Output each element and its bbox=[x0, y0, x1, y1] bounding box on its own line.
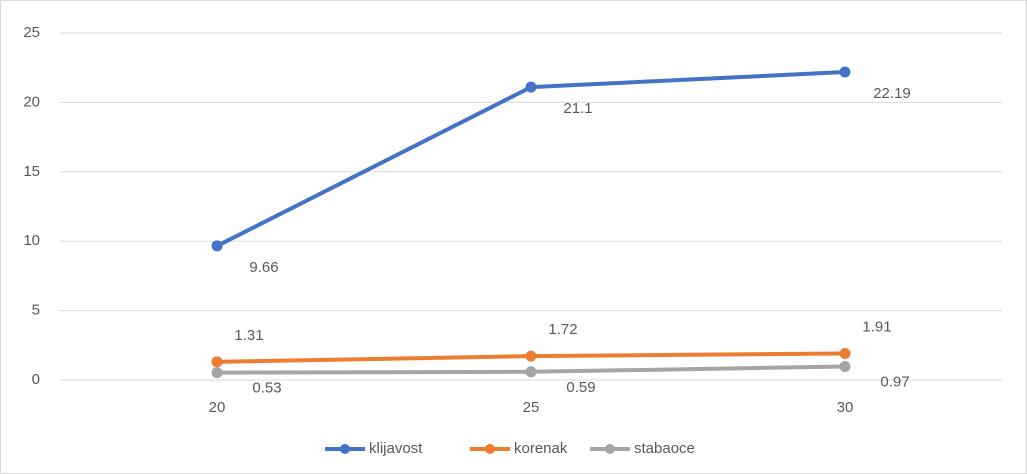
data-point bbox=[839, 347, 851, 359]
data-point bbox=[525, 350, 537, 362]
data-point bbox=[211, 367, 223, 379]
data-point bbox=[839, 66, 851, 78]
x-tick-label: 25 bbox=[523, 399, 540, 416]
data-label: 1.31 bbox=[234, 327, 263, 344]
legend-marker bbox=[485, 444, 495, 454]
legend-label: stabaoce bbox=[634, 440, 695, 457]
legend-marker bbox=[340, 444, 350, 454]
data-label: 22.19 bbox=[873, 85, 911, 102]
data-label: 1.91 bbox=[862, 318, 891, 335]
data-point bbox=[211, 240, 223, 252]
legend-label: korenak bbox=[514, 440, 568, 457]
y-tick-label: 20 bbox=[23, 93, 40, 110]
y-tick-label: 0 bbox=[32, 371, 40, 388]
data-point bbox=[839, 361, 851, 373]
legend-label: klijavost bbox=[369, 440, 423, 457]
data-point bbox=[525, 81, 537, 93]
data-point bbox=[211, 356, 223, 368]
legend-marker bbox=[605, 444, 615, 454]
data-label: 0.59 bbox=[566, 379, 595, 396]
y-tick-label: 15 bbox=[23, 163, 40, 180]
y-tick-label: 5 bbox=[32, 302, 40, 319]
y-tick-label: 25 bbox=[23, 24, 40, 41]
data-label: 1.72 bbox=[548, 321, 577, 338]
x-tick-label: 20 bbox=[209, 399, 226, 416]
data-label: 0.53 bbox=[252, 380, 281, 397]
data-label: 21.1 bbox=[563, 100, 592, 117]
x-tick-label: 30 bbox=[837, 399, 854, 416]
y-tick-label: 10 bbox=[23, 232, 40, 249]
data-point bbox=[525, 366, 537, 378]
data-label: 0.97 bbox=[880, 374, 909, 391]
data-label: 9.66 bbox=[249, 259, 278, 276]
